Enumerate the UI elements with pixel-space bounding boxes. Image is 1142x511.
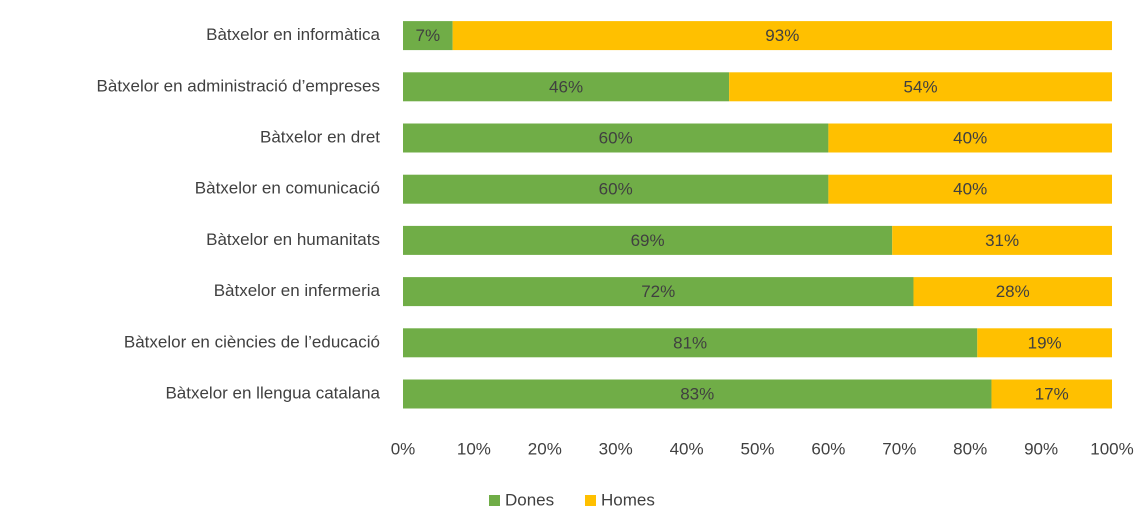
y-tick-label: Bàtxelor en llengua catalana [165,383,380,402]
legend-swatch [489,495,500,506]
bar-segment [828,123,1112,153]
bar-segment [403,379,992,409]
y-tick-label: Bàtxelor en infermeria [214,281,381,300]
bar-segment [828,174,1112,204]
data-label: 54% [904,77,938,96]
bar-segment [977,328,1112,358]
data-label: 46% [549,77,583,96]
data-label: 31% [985,231,1019,250]
bar-segment [403,72,730,102]
data-label: 19% [1028,333,1062,352]
x-tick-label: 70% [882,439,916,458]
bar-segment [729,72,1112,102]
bar-segment [452,21,1112,51]
data-label: 60% [599,128,633,147]
y-tick-label: Bàtxelor en informàtica [206,25,380,44]
bar-segment [913,277,1112,307]
data-label: 72% [641,282,675,301]
bar-segment [403,174,829,204]
bar-segment [403,277,914,307]
x-tick-label: 0% [391,439,416,458]
data-label: 69% [631,231,665,250]
x-tick-label: 100% [1090,439,1133,458]
bar-segment [892,225,1112,255]
data-label: 93% [765,26,799,45]
legend-swatch [585,495,596,506]
y-tick-label: Bàtxelor en ciències de l’educació [124,332,380,351]
x-tick-label: 30% [599,439,633,458]
x-tick-label: 60% [811,439,845,458]
bar-segment [991,379,1112,409]
legend-label: Dones [505,490,554,509]
bar-segment [403,225,893,255]
data-label: 81% [673,333,707,352]
bar-segment [403,123,829,153]
y-tick-label: Bàtxelor en humanitats [206,230,380,249]
data-label: 40% [953,128,987,147]
bar-segment [403,21,453,51]
data-label: 7% [416,26,441,45]
legend-label: Homes [601,490,655,509]
x-tick-label: 80% [953,439,987,458]
x-tick-label: 20% [528,439,562,458]
x-tick-label: 50% [740,439,774,458]
x-tick-label: 10% [457,439,491,458]
y-tick-label: Bàtxelor en administració d’empreses [97,76,380,95]
x-tick-label: 90% [1024,439,1058,458]
bar-segment [403,328,978,358]
data-label: 40% [953,180,987,199]
y-tick-label: Bàtxelor en dret [260,127,380,146]
y-tick-label: Bàtxelor en comunicació [195,179,380,198]
data-label: 60% [599,180,633,199]
data-label: 83% [680,384,714,403]
data-label: 17% [1035,384,1069,403]
data-label: 28% [996,282,1030,301]
x-tick-label: 40% [670,439,704,458]
